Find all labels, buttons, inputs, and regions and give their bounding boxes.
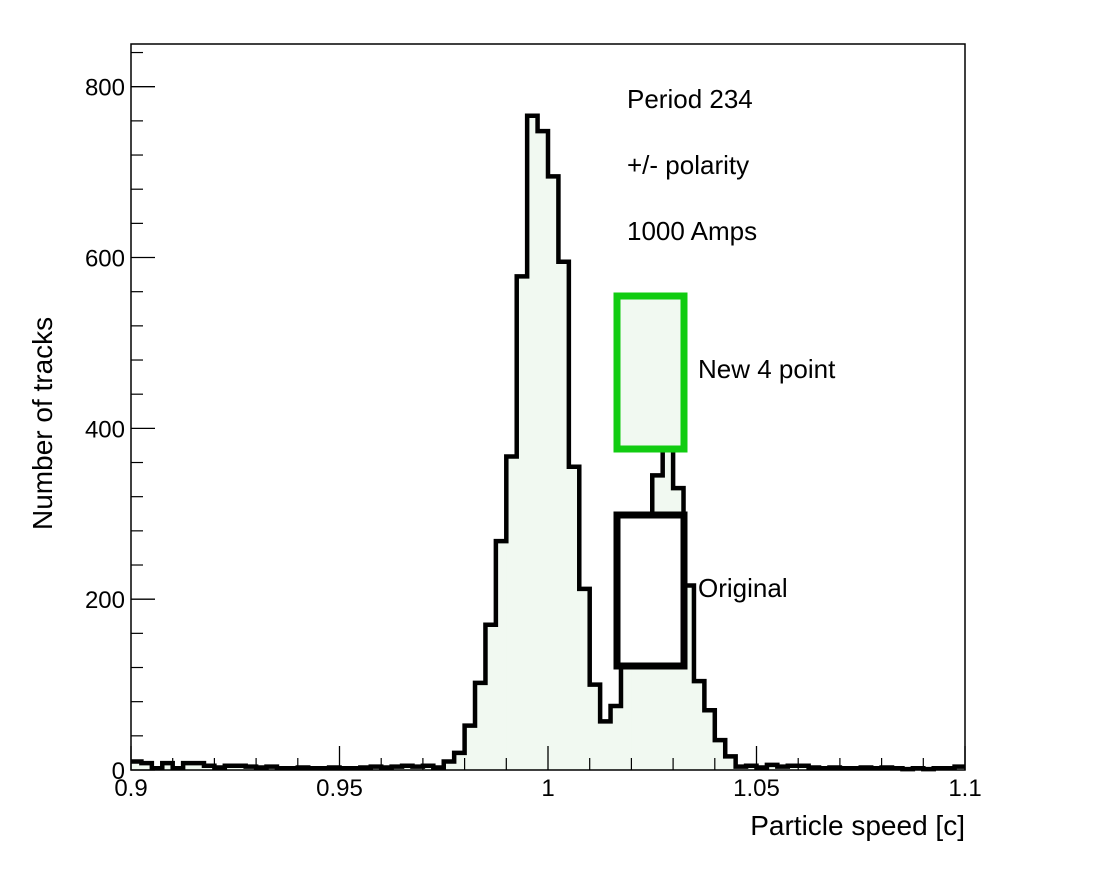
histogram-bin — [610, 705, 622, 770]
histogram-bin — [704, 710, 716, 770]
x-tick-label: 0.9 — [114, 775, 147, 802]
histogram-bin — [475, 682, 486, 770]
histogram-bin — [589, 684, 601, 770]
histogram-bin — [443, 761, 455, 770]
histogram-bin — [693, 681, 705, 770]
legend-swatch-new-4-point — [613, 292, 688, 453]
axis-ticks: 0.9 0.95 1 1.05 1.1 0 200 400 600 800 — [85, 51, 982, 802]
histogram-bin — [506, 456, 518, 770]
histogram-bin — [193, 763, 205, 770]
histogram-bin — [620, 663, 632, 770]
histogram-bin — [714, 740, 726, 770]
histogram-bin — [558, 261, 570, 770]
histogram-bin — [537, 131, 549, 770]
histogram-bin — [579, 588, 591, 770]
legend-label-new-4-point: New 4 point — [698, 354, 836, 384]
y-tick-label: 600 — [85, 246, 125, 273]
histogram-bin — [495, 541, 507, 770]
histogram-bin — [141, 763, 153, 770]
histogram-bin — [131, 761, 142, 770]
histogram-bin — [162, 763, 174, 770]
histogram-bin — [600, 721, 611, 770]
histogram-bin — [454, 752, 465, 770]
annotation-current: 1000 Amps — [627, 216, 757, 246]
y-tick-label: 0 — [112, 758, 125, 785]
histogram-bin — [485, 624, 497, 770]
histogram-bin — [527, 115, 538, 771]
histogram-bin — [683, 585, 695, 770]
histogram-bin — [568, 466, 580, 770]
histogram-bin — [631, 586, 643, 770]
x-tick-label: 1 — [541, 775, 554, 802]
annotation-polarity: +/- polarity — [627, 150, 749, 180]
y-axis-title: Number of tracks — [27, 317, 58, 530]
histogram-outline-original — [131, 113, 965, 772]
x-tick-label: 1.05 — [733, 775, 780, 802]
y-tick-label: 800 — [85, 75, 125, 102]
x-tick-label: 1.1 — [948, 775, 981, 802]
histogram-bin — [766, 764, 778, 770]
histogram-bin — [725, 756, 737, 770]
histogram-bin — [516, 276, 528, 770]
histogram-bin — [183, 763, 194, 770]
x-axis-title: Particle speed [c] — [750, 810, 965, 841]
histogram-bin — [464, 725, 476, 770]
y-tick-label: 400 — [85, 416, 125, 443]
x-tick-label: 0.95 — [316, 775, 363, 802]
histogram-bin — [548, 176, 559, 770]
legend-swatch-original — [613, 511, 688, 670]
legend-label-original: Original — [698, 573, 788, 603]
annotation-period: Period 234 — [627, 84, 753, 114]
y-tick-label: 200 — [85, 587, 125, 614]
